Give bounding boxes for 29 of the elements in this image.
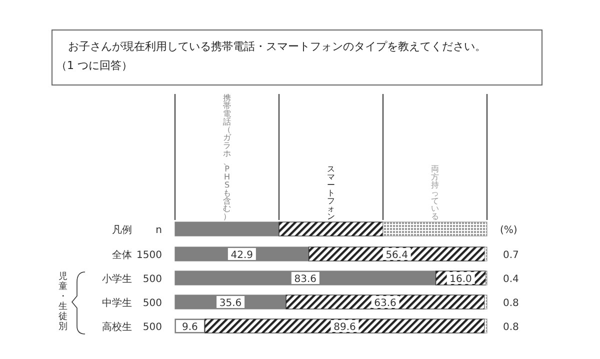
text: 500 (142, 274, 162, 285)
text: n (156, 225, 162, 236)
data-label: 0.8 (503, 322, 519, 333)
data-label: 83.6 (294, 274, 317, 285)
y-tick-label: 全体 (112, 249, 132, 261)
text: スマートフォン (327, 164, 335, 222)
text: 携帯電話（ガラホ、PHSも含む） (223, 94, 231, 222)
text: 両方持っている (431, 164, 439, 222)
text: (%) (500, 225, 518, 236)
data-label: 42.9 (230, 250, 254, 261)
text: 500 (142, 298, 162, 309)
text: 1500 (136, 250, 162, 261)
y-tick-label: 小学生 (102, 273, 132, 285)
y-tick-label: 高校生 (102, 321, 132, 333)
y-tick-label: 中学生 (102, 297, 132, 309)
data-label: 63.6 (374, 298, 396, 309)
data-label: 16.0 (450, 274, 472, 285)
chart-title: お子さんが現在利用している携帯電話・スマートフォンのタイプを教えてください。 (68, 40, 486, 53)
data-label: 0.7 (503, 250, 519, 261)
data-label: 9.6 (182, 322, 198, 333)
text: 500 (142, 322, 162, 333)
data-label: 0.4 (503, 274, 519, 285)
data-label: 89.6 (334, 322, 356, 333)
text: 児童・生徒別 (58, 271, 68, 332)
data-label: 0.8 (503, 298, 519, 309)
chart-subtitle: （1 つに回答） (56, 59, 132, 72)
data-label: 56.4 (386, 250, 408, 261)
data-label: 35.6 (219, 298, 242, 309)
legend-title: 凡例 (112, 225, 132, 236)
